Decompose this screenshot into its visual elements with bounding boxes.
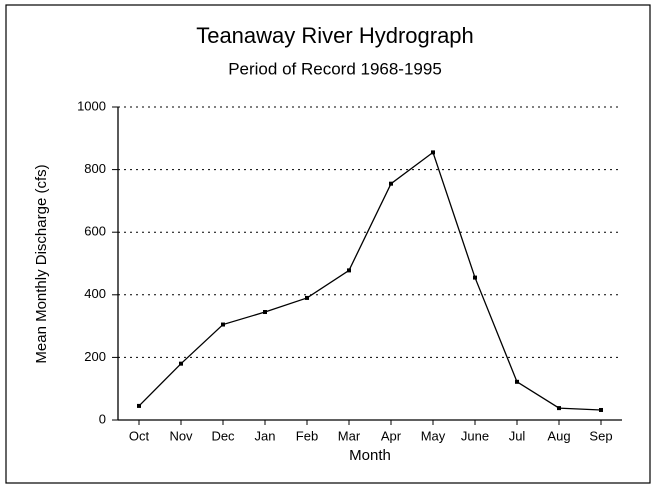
point	[473, 275, 477, 280]
point	[515, 379, 519, 384]
y-axis-label: Mean Monthly Discharge (cfs)	[33, 164, 50, 363]
x-tick-label: May	[421, 428, 446, 443]
point	[347, 268, 351, 273]
y-tick-label: 1000	[77, 98, 106, 113]
x-tick-label: Oct	[129, 428, 150, 443]
x-tick-label: Mar	[338, 428, 361, 443]
y-tick-label: 200	[84, 349, 106, 364]
x-tick-label: Dec	[211, 428, 235, 443]
point	[305, 295, 309, 300]
point	[179, 361, 183, 366]
point	[557, 406, 561, 411]
y-tick-label: 600	[84, 224, 106, 239]
point	[263, 310, 267, 315]
point	[221, 322, 225, 327]
x-tick-label: Jul	[509, 428, 526, 443]
point	[431, 150, 435, 155]
point	[599, 407, 603, 412]
x-tick-label: Apr	[381, 428, 402, 443]
x-tick-label: Aug	[547, 428, 570, 443]
x-axis-label: Month	[349, 447, 391, 464]
x-tick-label: June	[461, 428, 489, 443]
chart-title: Teanaway River Hydrograph	[196, 23, 474, 48]
x-tick-label: Sep	[589, 428, 612, 443]
x-tick-label: Jan	[255, 428, 276, 443]
x-tick-label: Feb	[296, 428, 318, 443]
y-tick-label: 0	[99, 411, 106, 426]
frame	[5, 4, 651, 484]
y-tick-label: 800	[84, 161, 106, 176]
x-tick-label: Nov	[169, 428, 193, 443]
line	[138, 151, 602, 411]
chart-subtitle: Period of Record 1968-1995	[228, 59, 442, 78]
point	[137, 403, 141, 408]
point	[389, 181, 393, 186]
y-tick-label: 400	[84, 286, 106, 301]
